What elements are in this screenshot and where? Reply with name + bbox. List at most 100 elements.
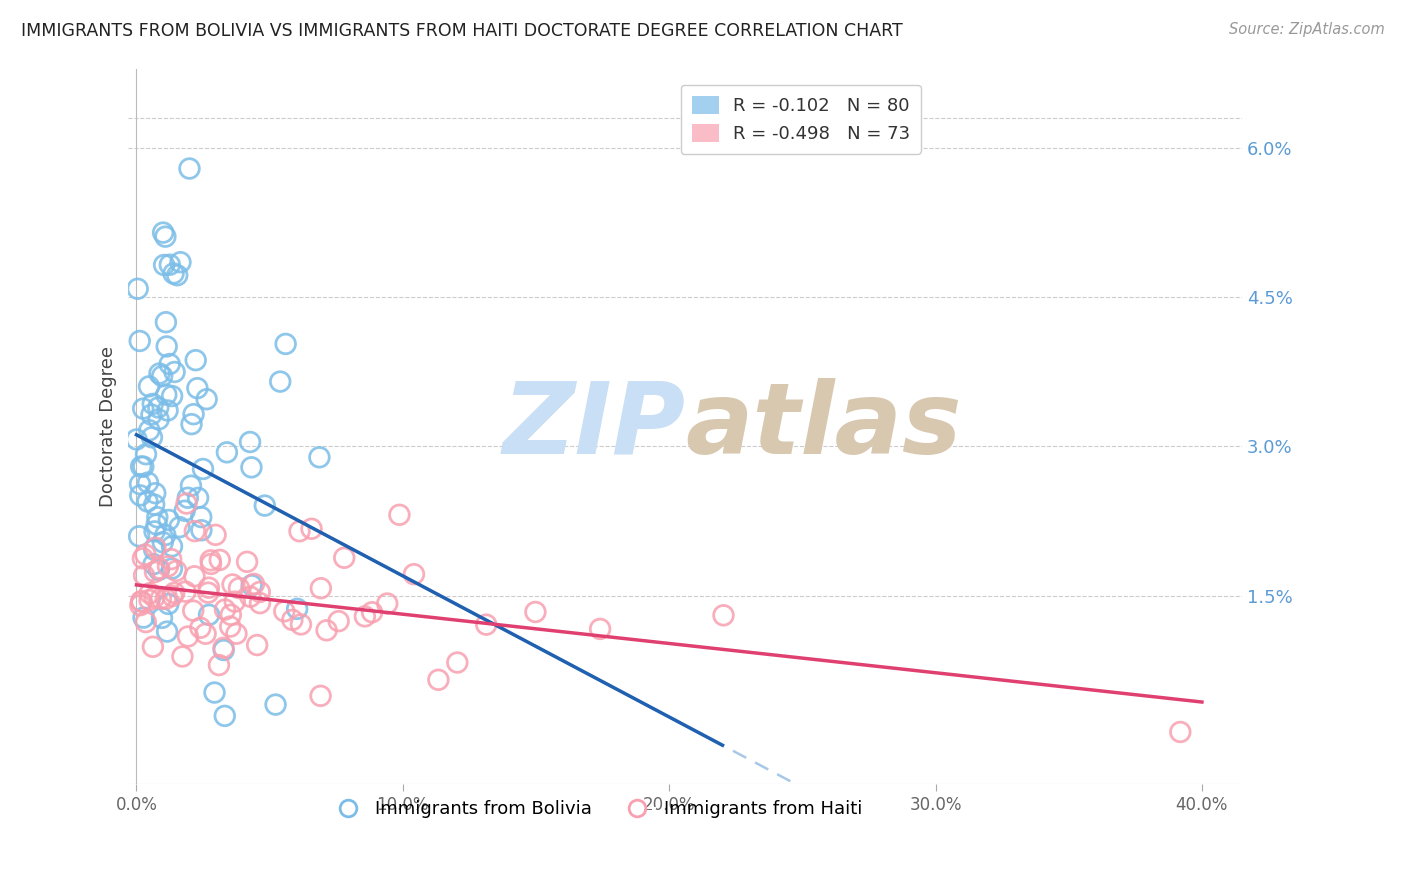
Point	[190, 510, 212, 524]
Point	[200, 557, 222, 571]
Point	[195, 392, 218, 407]
Point	[197, 585, 219, 599]
Point	[446, 656, 468, 670]
Point	[301, 522, 323, 536]
Point	[129, 488, 152, 502]
Point	[524, 605, 547, 619]
Point	[589, 622, 612, 636]
Point	[138, 586, 160, 600]
Point	[200, 553, 222, 567]
Point	[281, 613, 304, 627]
Text: atlas: atlas	[685, 378, 962, 475]
Point	[143, 498, 166, 512]
Point	[190, 621, 212, 635]
Point	[169, 520, 191, 534]
Point	[713, 608, 735, 623]
Point	[243, 577, 266, 591]
Point	[134, 548, 156, 562]
Point	[150, 611, 173, 625]
Point	[221, 577, 243, 591]
Point	[173, 504, 195, 518]
Point	[155, 591, 177, 606]
Point	[148, 412, 170, 426]
Point	[143, 524, 166, 539]
Point	[128, 529, 150, 543]
Point	[249, 596, 271, 610]
Point	[215, 445, 238, 459]
Point	[143, 542, 166, 557]
Point	[172, 649, 194, 664]
Point	[309, 581, 332, 595]
Point	[138, 423, 160, 437]
Point	[375, 597, 398, 611]
Point	[160, 561, 183, 575]
Point	[191, 462, 214, 476]
Point	[475, 617, 498, 632]
Point	[186, 381, 208, 395]
Point	[136, 494, 159, 508]
Point	[165, 564, 187, 578]
Point	[142, 397, 165, 411]
Point	[249, 585, 271, 599]
Point	[159, 357, 181, 371]
Point	[132, 401, 155, 416]
Point	[264, 698, 287, 712]
Point	[285, 602, 308, 616]
Point	[228, 581, 250, 595]
Point	[138, 593, 160, 607]
Point	[160, 589, 183, 603]
Point	[145, 541, 167, 555]
Point	[156, 403, 179, 417]
Point	[166, 268, 188, 283]
Point	[141, 408, 163, 422]
Point	[190, 523, 212, 537]
Point	[135, 447, 157, 461]
Point	[129, 459, 152, 474]
Point	[138, 379, 160, 393]
Point	[163, 365, 186, 379]
Point	[176, 496, 198, 510]
Point	[129, 477, 152, 491]
Point	[132, 610, 155, 624]
Point	[127, 282, 149, 296]
Point	[163, 586, 186, 600]
Point	[208, 553, 231, 567]
Point	[246, 638, 269, 652]
Point	[142, 557, 165, 571]
Point	[219, 607, 242, 622]
Point	[159, 258, 181, 272]
Point	[328, 614, 350, 628]
Point	[183, 569, 205, 583]
Point	[333, 550, 356, 565]
Point	[136, 475, 159, 490]
Point	[224, 594, 246, 608]
Point	[179, 161, 201, 176]
Point	[160, 539, 183, 553]
Point	[181, 604, 204, 618]
Point	[148, 401, 170, 415]
Point	[269, 375, 291, 389]
Point	[177, 630, 200, 644]
Point	[187, 491, 209, 505]
Point	[169, 255, 191, 269]
Point	[143, 486, 166, 500]
Point	[239, 590, 262, 604]
Point	[131, 595, 153, 609]
Text: Source: ZipAtlas.com: Source: ZipAtlas.com	[1229, 22, 1385, 37]
Point	[148, 367, 170, 381]
Point	[308, 450, 330, 465]
Point	[155, 229, 177, 244]
Point	[212, 640, 235, 655]
Point	[388, 508, 411, 522]
Point	[156, 624, 179, 639]
Point	[354, 609, 377, 624]
Point	[132, 459, 155, 474]
Point	[177, 491, 200, 505]
Text: ZIP: ZIP	[502, 378, 685, 475]
Point	[156, 339, 179, 353]
Point	[214, 602, 236, 616]
Point	[145, 517, 167, 532]
Point	[290, 617, 312, 632]
Point	[214, 709, 236, 723]
Point	[212, 643, 235, 657]
